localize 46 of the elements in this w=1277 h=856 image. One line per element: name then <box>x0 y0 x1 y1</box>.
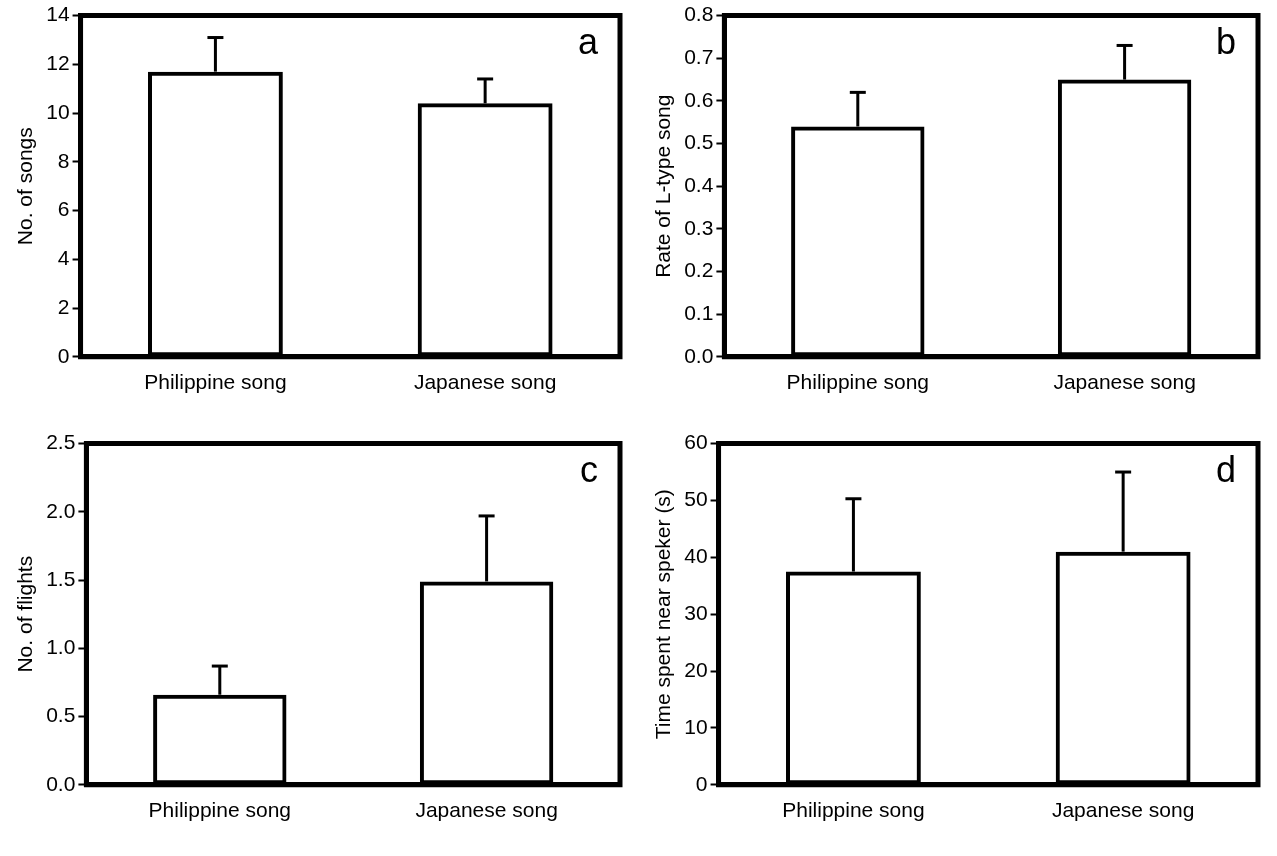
y-tick-label: 2.0 <box>46 498 76 522</box>
y-tick-label: 50 <box>684 487 708 511</box>
y-tick-label: 0.1 <box>684 300 714 324</box>
y-tick-label: 10 <box>46 99 70 123</box>
y-tick-label: 60 <box>684 430 708 454</box>
y-tick-label: 40 <box>684 544 708 568</box>
y-axis-title: Rate of L-type song <box>651 94 675 278</box>
y-tick-label: 0.0 <box>684 343 714 367</box>
y-tick-label: 8 <box>57 148 70 172</box>
y-tick-label: 4 <box>57 246 70 270</box>
x-tick-label: Philippine song <box>144 370 287 394</box>
y-tick-label: 0 <box>695 771 708 795</box>
y-tick-label: 20 <box>684 657 708 681</box>
y-axis-title: No. of songs <box>13 127 37 246</box>
x-tick-label: Philippine song <box>786 370 930 394</box>
y-tick-label: 14 <box>46 2 70 26</box>
y-tick-label: 0.5 <box>46 703 76 727</box>
y-tick-label: 1.0 <box>46 635 76 659</box>
y-axis-title: Time spent near speker (s) <box>651 489 675 740</box>
x-tick-label: Philippine song <box>148 798 292 822</box>
x-tick-label: Japanese song <box>413 370 557 394</box>
y-tick-label: 0.4 <box>684 173 714 196</box>
y-tick-label: 2.5 <box>46 430 76 454</box>
x-tick-label: Japanese song <box>415 798 558 822</box>
y-tick-label: 0.5 <box>684 130 714 154</box>
y-tick-label: 6 <box>57 197 70 221</box>
annotation: b <box>1215 20 1236 62</box>
y-tick-label: 10 <box>684 714 708 738</box>
y-tick-label: 2 <box>57 294 70 318</box>
x-tick-label: Japanese song <box>1051 798 1195 822</box>
y-tick-label: 0.0 <box>46 771 76 795</box>
y-tick-label: 0.7 <box>684 45 714 69</box>
y-tick-label: 0.8 <box>684 2 714 26</box>
annotation: a <box>577 20 599 62</box>
x-tick-label: Philippine song <box>782 798 925 822</box>
y-tick-label: 0.2 <box>684 258 714 282</box>
y-axis-title: No. of flights <box>13 555 37 673</box>
x-tick-label: Japanese song <box>1053 370 1196 394</box>
annotation: c <box>580 448 598 490</box>
y-tick-label: 0.6 <box>684 87 714 111</box>
y-tick-label: 0.3 <box>684 215 714 239</box>
y-tick-label: 0 <box>57 343 70 367</box>
annotation: d <box>1215 448 1236 490</box>
y-tick-label: 12 <box>46 51 70 75</box>
y-tick-label: 1.5 <box>46 566 76 590</box>
y-tick-label: 30 <box>684 601 708 624</box>
